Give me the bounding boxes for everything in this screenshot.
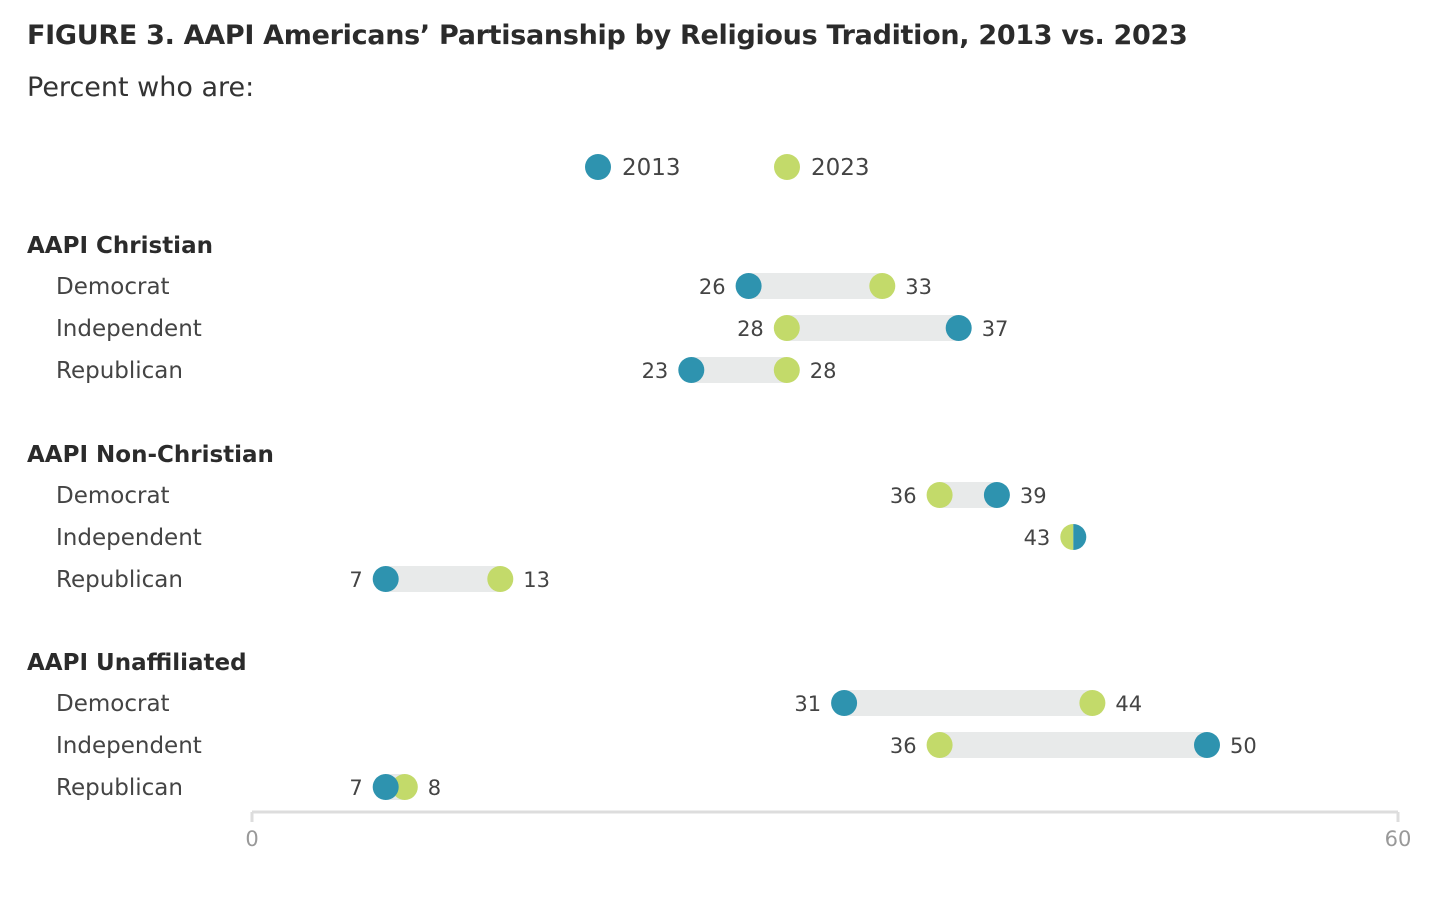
value-label-low: 31 [794, 692, 821, 716]
value-label-low: 26 [699, 275, 726, 299]
x-tick-label: 0 [245, 827, 258, 851]
point-2013 [372, 566, 399, 592]
value-label-high: 8 [428, 776, 441, 800]
point-2023 [773, 315, 800, 341]
value-label: 43 [1024, 526, 1051, 550]
value-label-high: 37 [982, 317, 1009, 341]
point-2023 [869, 273, 896, 299]
row-label: Democrat [56, 483, 170, 509]
chart-title: FIGURE 3. AAPI Americans’ Partisanship b… [27, 20, 1188, 51]
value-label-low: 7 [349, 568, 362, 592]
value-label-high: 28 [810, 359, 837, 383]
point-2013 [983, 482, 1010, 508]
group-label: AAPI Christian [27, 233, 213, 259]
point-2013 [1194, 732, 1220, 758]
value-label-high: 39 [1020, 484, 1047, 508]
point-2023 [391, 774, 418, 800]
dumbbell-connector [691, 357, 787, 383]
row-label: Democrat [56, 274, 170, 300]
group-label: AAPI Unaffiliated [27, 650, 247, 676]
value-label-low: 36 [890, 484, 917, 508]
point-2013 [945, 315, 972, 341]
row-label: Republican [56, 775, 183, 801]
dumbbell-connector [385, 566, 501, 592]
dumbbell-connector [939, 732, 1207, 758]
value-label-low: 23 [642, 359, 669, 383]
row-label: Independent [56, 733, 202, 759]
row-label: Independent [56, 316, 202, 342]
point-2013 [678, 357, 705, 383]
point-2023 [1079, 690, 1106, 716]
dumbbell-connector [748, 273, 883, 299]
point-2013 [1073, 524, 1087, 550]
row-label: Republican [56, 358, 183, 384]
row-label: Democrat [56, 691, 170, 717]
group-label: AAPI Non-Christian [27, 442, 274, 468]
point-2023 [773, 357, 800, 383]
point-2013 [735, 273, 762, 299]
legend-marker-2013 [585, 154, 611, 180]
value-label-low: 28 [737, 317, 764, 341]
dumbbell-connector [844, 690, 1093, 716]
x-tick-label: 60 [1385, 827, 1412, 851]
chart-subtitle: Percent who are: [27, 72, 255, 103]
row-label: Republican [56, 567, 183, 593]
legend-label-2023: 2023 [811, 155, 870, 181]
point-2023 [487, 566, 514, 592]
value-label-low: 7 [349, 776, 362, 800]
point-2013 [831, 690, 858, 716]
value-label-high: 50 [1230, 734, 1257, 758]
value-label-low: 36 [890, 734, 917, 758]
value-label-high: 13 [523, 568, 550, 592]
row-label: Independent [56, 525, 202, 551]
legend-marker-2023 [774, 154, 800, 180]
value-label-high: 33 [905, 275, 932, 299]
value-label-high: 44 [1115, 692, 1142, 716]
point-2023 [926, 732, 953, 758]
point-2023 [1060, 524, 1074, 550]
point-2013 [372, 774, 399, 800]
dumbbell-connector [786, 315, 959, 341]
legend-label-2013: 2013 [622, 155, 681, 181]
point-2023 [926, 482, 953, 508]
